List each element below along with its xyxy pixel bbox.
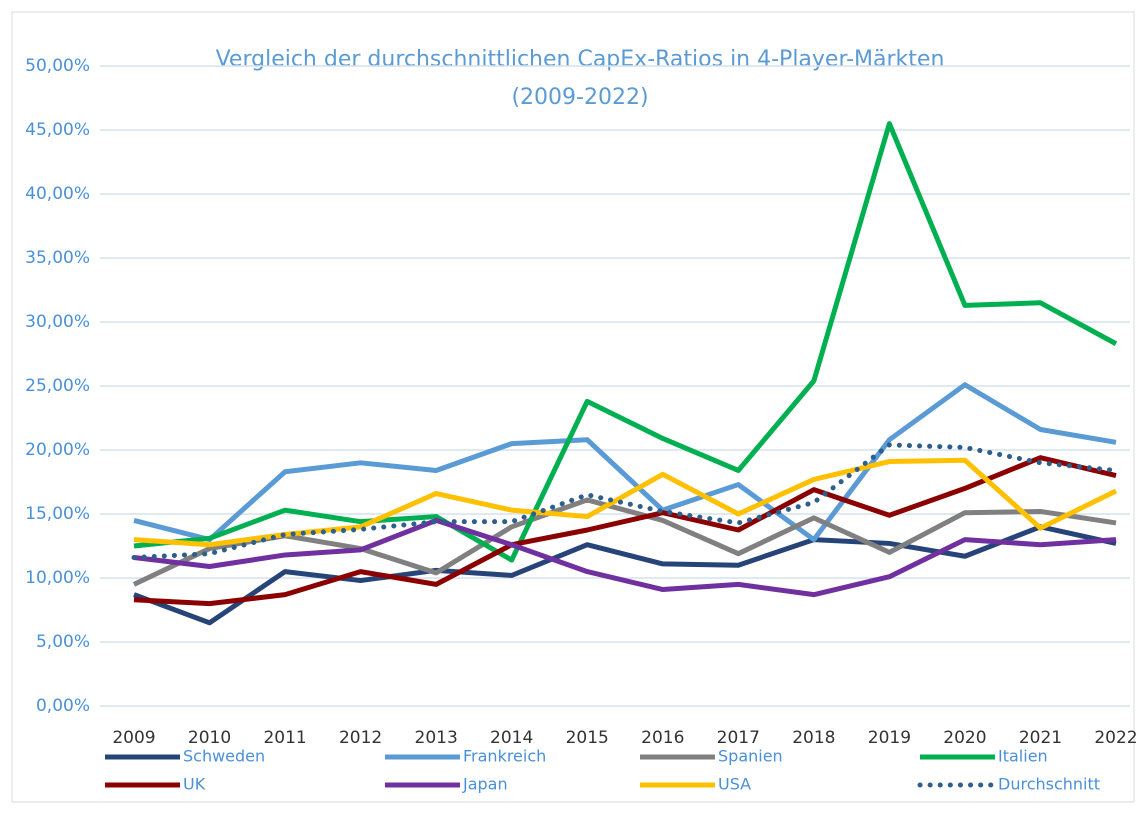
y-tick-label: 15,00%	[25, 504, 90, 524]
series-line	[133, 382, 1117, 543]
x-tick-label: 2011	[263, 728, 306, 748]
x-tick-label: 2018	[792, 728, 835, 748]
chart-subtitle: (2009-2022)	[511, 85, 648, 110]
series-line	[133, 455, 1117, 607]
x-tick-label: 2010	[188, 728, 231, 748]
x-tick-label: 2022	[1094, 728, 1137, 748]
legend-label: Frankreich	[463, 747, 546, 766]
x-tick-label: 2012	[339, 728, 382, 748]
legend-label: Schweden	[183, 747, 265, 766]
y-tick-label: 5,00%	[36, 632, 90, 652]
x-tick-label: 2020	[943, 728, 986, 748]
y-tick-label: 40,00%	[25, 184, 90, 204]
x-tick-label: 2015	[566, 728, 609, 748]
series-line	[132, 497, 1117, 587]
y-tick-label: 30,00%	[25, 312, 90, 332]
legend-label: USA	[718, 775, 751, 794]
legend-label: UK	[183, 775, 206, 794]
series-line	[133, 517, 1117, 598]
x-tick-label: 2013	[415, 728, 458, 748]
y-tick-label: 10,00%	[25, 568, 90, 588]
series-line	[131, 442, 1119, 561]
x-tick-label: 2017	[717, 728, 760, 748]
chart-border	[11, 11, 1135, 803]
chart-title: Vergleich der durchschnittlichen CapEx-R…	[216, 47, 945, 72]
x-tick-label: 2014	[490, 728, 533, 748]
y-tick-label: 0,00%	[36, 696, 90, 716]
x-tick-label: 2016	[641, 728, 684, 748]
x-tick-label: 2021	[1019, 728, 1062, 748]
x-tick-label: 2019	[868, 728, 911, 748]
y-tick-label: 50,00%	[25, 56, 90, 76]
x-tick-label: 2009	[112, 728, 155, 748]
legend-label: Japan	[462, 775, 508, 794]
series-line	[133, 457, 1118, 548]
y-tick-label: 45,00%	[25, 120, 90, 140]
y-tick-label: 25,00%	[25, 376, 90, 396]
series-line	[133, 121, 1118, 563]
series-line	[133, 524, 1117, 626]
legend-label: Spanien	[718, 747, 783, 766]
legend-label: Italien	[998, 747, 1048, 766]
y-tick-label: 35,00%	[25, 248, 90, 268]
legend-label: Durchschnitt	[998, 775, 1100, 794]
y-tick-label: 20,00%	[25, 440, 90, 460]
